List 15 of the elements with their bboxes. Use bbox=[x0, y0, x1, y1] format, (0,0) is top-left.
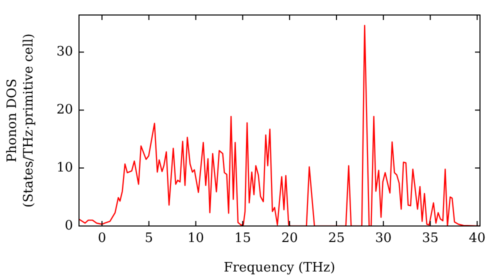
y-tick-label: 30 bbox=[56, 44, 73, 60]
x-tick-label: 20 bbox=[281, 231, 298, 246]
x-tick-label: 10 bbox=[188, 231, 204, 246]
x-tick-label: 40 bbox=[468, 231, 486, 246]
x-tick-label: 0 bbox=[98, 231, 106, 246]
x-tick-label: 30 bbox=[375, 231, 392, 246]
x-tick-label: 15 bbox=[234, 231, 251, 246]
x-tick-label: 5 bbox=[144, 231, 154, 246]
x-tick-label: 25 bbox=[328, 231, 345, 246]
x-axis-title: Frequency (THz) bbox=[224, 260, 336, 276]
y-tick-label: 10 bbox=[56, 160, 73, 176]
y-tick-label: 20 bbox=[56, 102, 73, 118]
y-axis-title: Phonon DOS (States/THz·primitive cell) bbox=[4, 33, 37, 208]
y-tick-label: 0 bbox=[64, 218, 73, 234]
x-tick-label: 35 bbox=[422, 231, 439, 246]
